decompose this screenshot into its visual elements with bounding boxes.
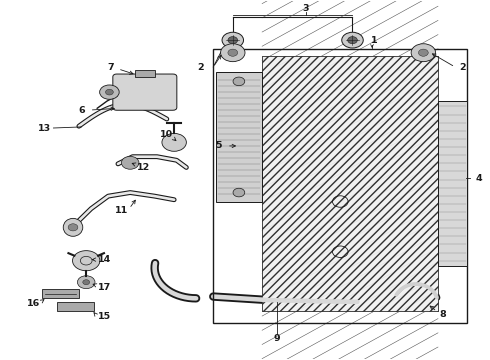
Circle shape <box>83 280 90 285</box>
Text: 9: 9 <box>273 334 280 343</box>
Text: 4: 4 <box>475 174 482 183</box>
Polygon shape <box>135 70 155 77</box>
Text: 17: 17 <box>98 283 111 292</box>
Text: 8: 8 <box>440 310 446 319</box>
Circle shape <box>411 44 436 62</box>
Text: 12: 12 <box>137 163 150 172</box>
Circle shape <box>233 77 245 86</box>
Circle shape <box>122 156 139 169</box>
Text: 6: 6 <box>78 105 85 114</box>
Circle shape <box>342 32 363 48</box>
Text: 7: 7 <box>107 63 114 72</box>
Polygon shape <box>262 56 438 311</box>
Circle shape <box>105 89 113 95</box>
Polygon shape <box>262 56 438 311</box>
Polygon shape <box>438 101 467 266</box>
Text: 16: 16 <box>27 299 41 308</box>
Circle shape <box>68 224 78 231</box>
Circle shape <box>228 37 238 44</box>
Text: 2: 2 <box>459 63 466 72</box>
Circle shape <box>222 32 244 48</box>
Text: 1: 1 <box>371 36 378 45</box>
Polygon shape <box>216 72 262 202</box>
Circle shape <box>220 44 245 62</box>
Ellipse shape <box>63 219 83 236</box>
Circle shape <box>77 276 95 289</box>
Text: 13: 13 <box>38 123 51 132</box>
Circle shape <box>233 188 245 197</box>
Polygon shape <box>42 289 79 298</box>
FancyBboxPatch shape <box>113 74 177 110</box>
Text: 3: 3 <box>303 4 309 13</box>
Circle shape <box>418 49 428 56</box>
Circle shape <box>162 134 186 151</box>
Circle shape <box>73 251 100 271</box>
Text: 14: 14 <box>98 255 111 264</box>
Text: 10: 10 <box>160 130 173 139</box>
Text: 2: 2 <box>197 63 204 72</box>
Polygon shape <box>57 302 94 311</box>
Circle shape <box>348 37 357 44</box>
Text: 11: 11 <box>115 206 128 215</box>
Text: 5: 5 <box>215 141 221 150</box>
Circle shape <box>99 85 119 99</box>
Circle shape <box>228 49 238 56</box>
Text: 15: 15 <box>98 312 111 321</box>
